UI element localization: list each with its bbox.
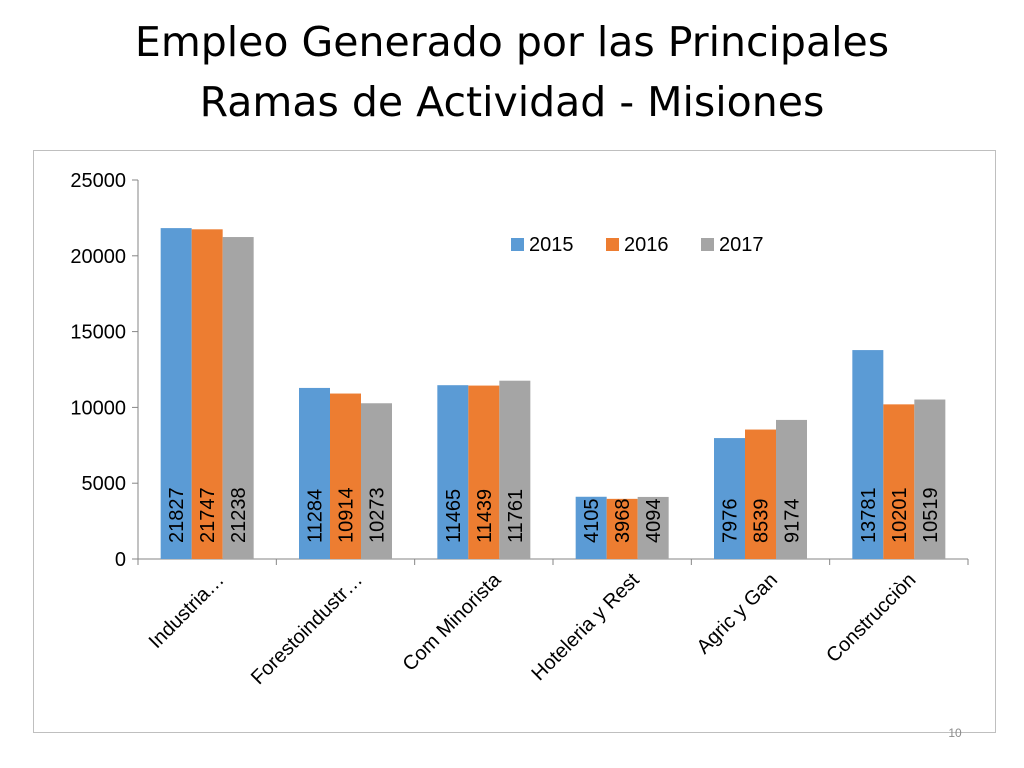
x-tick-label: Agric y Gan (693, 569, 782, 658)
data-label: 11761 (505, 489, 527, 543)
legend-swatch-2016 (606, 238, 619, 251)
legend-swatch-2015 (511, 238, 524, 251)
bar-2015 (160, 228, 192, 560)
data-label: 4105 (581, 499, 603, 544)
data-label: 11284 (305, 489, 327, 543)
bar-2015 (437, 385, 469, 559)
page-number: 10 (948, 726, 962, 740)
bar-2016 (883, 404, 915, 559)
data-label: 10273 (367, 487, 389, 543)
bar-2015 (575, 496, 607, 559)
data-label: 21827 (166, 487, 188, 543)
data-label: 4094 (643, 499, 665, 544)
title-line-2: Ramas de Actividad - Misiones (199, 78, 825, 126)
y-tick-label: 15000 (70, 322, 126, 344)
data-label: 21747 (197, 487, 219, 543)
slide-title: Empleo Generado por las Principales Rama… (0, 12, 1024, 132)
x-tick-label: Hoteleria y Rest (528, 569, 644, 685)
data-label: 10914 (336, 487, 358, 543)
bar-2017 (637, 496, 669, 559)
bar-2017 (361, 403, 392, 559)
bar-chart: 0 5000 10000 15000 20000 25000 21827 11284 11465… (70, 170, 969, 689)
bar-2017 (776, 419, 807, 559)
bar-2016 (191, 229, 223, 559)
y-tick-label: 25000 (70, 170, 126, 192)
y-tick-label: 0 (115, 549, 126, 571)
data-label: 13781 (858, 487, 880, 543)
data-label: 10201 (889, 487, 911, 543)
legend-swatch-2017 (701, 238, 714, 251)
bar-2016 (745, 429, 776, 559)
legend-label: 2017 (719, 234, 764, 256)
legend-label: 2016 (624, 234, 669, 256)
y-tick-label: 10000 (70, 397, 126, 419)
y-tick-label: 20000 (70, 246, 126, 268)
bar-2017 (499, 380, 531, 559)
bar-2016 (468, 385, 500, 559)
x-tick-label: Industria… (145, 569, 229, 653)
data-label: 11439 (474, 489, 496, 543)
data-label: 11465 (443, 489, 465, 543)
bar-2015 (852, 350, 884, 559)
data-label: 7976 (720, 499, 742, 544)
x-tick-label: Forestoindustr… (247, 569, 367, 689)
data-label: 21238 (228, 487, 250, 543)
title-line-1: Empleo Generado por las Principales (134, 18, 890, 66)
bar-2017 (222, 237, 254, 559)
legend-label: 2015 (529, 234, 574, 256)
data-label: 9174 (782, 499, 804, 544)
data-label: 8539 (751, 499, 773, 544)
x-tick-label: Com Minorista (399, 568, 506, 675)
data-label: 10519 (920, 487, 942, 543)
x-tick-label: Construcciòn (822, 569, 920, 667)
bar-2017 (914, 399, 946, 559)
y-tick-label: 5000 (82, 473, 127, 495)
bar-2015 (714, 438, 745, 559)
bar-2015 (299, 387, 330, 559)
bar-2016 (606, 498, 638, 559)
bar-2016 (330, 393, 361, 559)
data-label: 3968 (612, 499, 634, 544)
